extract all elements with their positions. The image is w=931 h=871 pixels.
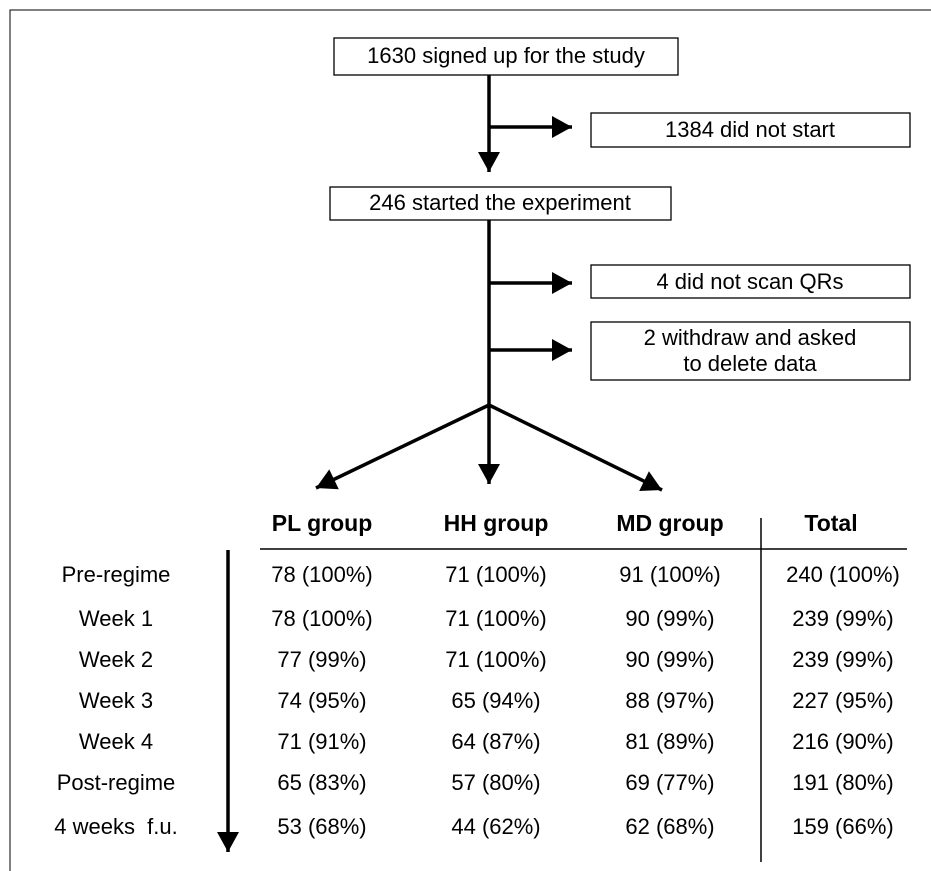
cell: 90 (99%) <box>625 606 714 631</box>
cell: 71 (100%) <box>445 606 547 631</box>
cell: 53 (68%) <box>277 814 366 839</box>
box <box>590 112 911 148</box>
cell: 88 (97%) <box>625 688 714 713</box>
box <box>590 321 911 381</box>
column-header: MD group <box>616 510 723 536</box>
cell: 227 (95%) <box>792 688 894 713</box>
cell: 64 (87%) <box>451 729 540 754</box>
cell: 239 (99%) <box>792 606 894 631</box>
row-label: Post-regime <box>57 770 176 795</box>
cell: 74 (95%) <box>277 688 366 713</box>
cell: 57 (80%) <box>451 770 540 795</box>
cell: 191 (80%) <box>792 770 894 795</box>
cell: 91 (100%) <box>619 562 721 587</box>
cell: 159 (66%) <box>792 814 894 839</box>
column-header: Total <box>804 510 857 536</box>
cell: 81 (89%) <box>625 729 714 754</box>
cell: 62 (68%) <box>625 814 714 839</box>
row-label: Week 4 <box>79 729 153 754</box>
box-text: to delete data <box>683 351 817 376</box>
row-label: Week 3 <box>79 688 153 713</box>
cell: 71 (91%) <box>277 729 366 754</box>
cell: 77 (99%) <box>277 647 366 672</box>
cell: 65 (83%) <box>277 770 366 795</box>
cell: 69 (77%) <box>625 770 714 795</box>
cell: 71 (100%) <box>445 562 547 587</box>
box-text: 1630 signed up for the study <box>367 43 645 68</box>
row-label: Week 1 <box>79 606 153 631</box>
cell: 216 (90%) <box>792 729 894 754</box>
column-header: HH group <box>444 510 549 536</box>
row-label: Week 2 <box>79 647 153 672</box>
cell: 78 (100%) <box>271 606 373 631</box>
row-label: 4 weeks f.u. <box>54 814 178 839</box>
box-text: 4 did not scan QRs <box>656 269 843 294</box>
box <box>590 264 911 299</box>
box-text: 246 started the experiment <box>369 190 631 215</box>
frame <box>9 9 931 871</box>
cell: 239 (99%) <box>792 647 894 672</box>
box-text: 1384 did not start <box>665 117 835 142</box>
box-text: 2 withdraw and asked <box>644 325 857 350</box>
cell: 65 (94%) <box>451 688 540 713</box>
cell: 90 (99%) <box>625 647 714 672</box>
row-label: Pre-regime <box>62 562 171 587</box>
flow-lines <box>217 75 907 862</box>
box <box>329 186 672 221</box>
column-header: PL group <box>272 510 373 536</box>
cell: 240 (100%) <box>786 562 900 587</box>
cell: 44 (62%) <box>451 814 540 839</box>
cell: 71 (100%) <box>445 647 547 672</box>
box <box>333 37 679 76</box>
cell: 78 (100%) <box>271 562 373 587</box>
